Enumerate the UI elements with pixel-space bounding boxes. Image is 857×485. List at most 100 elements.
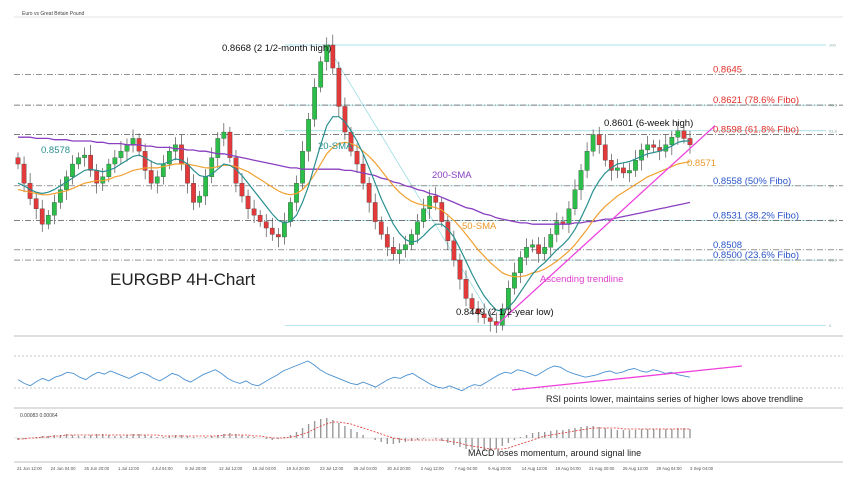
candle-up	[118, 151, 124, 158]
fibo-diagonal	[326, 44, 497, 326]
candle-down	[366, 183, 372, 203]
macd-indicator: MACD loses momentum, around signal line	[14, 418, 691, 458]
chart-labels: 0.8668 (2 1/2-month high) 0.8601 (6-week …	[41, 43, 716, 318]
candle-up	[82, 154, 87, 158]
candle-up	[312, 87, 317, 120]
candle-down	[233, 157, 239, 184]
price-level-label: 0.8645	[713, 64, 742, 75]
x-tick-label: 16 Jul 04:00	[253, 466, 277, 471]
chart-title: EURGBP 4H-Chart	[110, 270, 255, 289]
candle-down	[239, 183, 245, 197]
candle-down	[227, 131, 233, 158]
macd-signal-line	[18, 421, 690, 450]
candle-up	[70, 163, 75, 177]
chart-annotation: 0.8571	[687, 158, 716, 169]
candle-down	[602, 144, 608, 161]
candle-down	[372, 202, 378, 222]
x-tick-label: 4 Jul 04:00	[152, 466, 174, 471]
candle-down	[433, 195, 439, 203]
candle-down	[88, 154, 93, 171]
candle-down	[142, 151, 148, 171]
candle-down	[148, 170, 154, 184]
candle-up	[530, 244, 535, 248]
candle-up	[566, 208, 572, 225]
x-tick-label: 14 Aug 12:00	[522, 466, 548, 471]
candle-down	[39, 208, 45, 225]
candle-up	[415, 221, 420, 235]
candle-down	[257, 215, 263, 222]
candle-down	[348, 131, 354, 152]
chart-annotation: Ascending trendline	[540, 274, 623, 285]
rsi-indicator: RSI points lower, maintains series of hi…	[14, 355, 843, 404]
x-tick-label: 8 Jul 20:00	[185, 466, 207, 471]
candle-up	[124, 144, 130, 152]
candle-up	[615, 167, 620, 171]
candle-down	[185, 163, 190, 184]
candle-down	[342, 106, 348, 133]
candle-down	[457, 259, 463, 280]
rsi-trendline	[511, 365, 743, 391]
candle-up	[542, 247, 548, 254]
candle-up	[167, 151, 172, 165]
candle-down	[681, 130, 687, 139]
candle-up	[572, 189, 578, 209]
ascending-trendline	[495, 125, 716, 326]
fibo-grid-tag: 61.8	[829, 128, 838, 133]
candle-up	[397, 249, 402, 254]
candle-up	[306, 119, 311, 152]
candle-down	[469, 298, 475, 309]
x-tick-label: 19 Jul 20:00	[286, 466, 310, 471]
candle-down	[451, 240, 457, 261]
price-level-label: 0.8508	[713, 240, 742, 251]
candle-up	[518, 257, 523, 273]
candle-up	[45, 215, 51, 225]
candle-up	[524, 247, 529, 258]
candle-down	[33, 198, 39, 209]
candle-up	[512, 272, 517, 289]
candle-up	[197, 195, 202, 203]
candle-up	[58, 189, 63, 203]
candle-down	[251, 208, 257, 216]
sma20-line	[17, 116, 690, 312]
candle-up	[548, 234, 554, 248]
chart-annotation: 0.8578	[41, 145, 70, 156]
price-level-label: 0.8558 (50% Fibo)	[713, 176, 791, 187]
candle-up	[318, 61, 324, 88]
candle-up	[627, 170, 632, 174]
price-level-label: 0.8531 (38.2% Fibo)	[713, 210, 799, 221]
x-axis-tick-labels: 21 Jun 12:00 24 Jun 04:00 26 Jun 20:00 1 Ju…	[17, 466, 714, 471]
candle-down	[354, 151, 360, 165]
x-tick-label: 7 Aug 04:00	[454, 466, 478, 471]
candle-down	[263, 221, 269, 229]
x-tick-label: 9 Aug 20:00	[488, 466, 512, 471]
chart-annotation: 200-SMA	[432, 170, 472, 181]
candle-down	[275, 234, 281, 238]
chart-annotation: 0.8668 (2 1/2-month high)	[222, 43, 331, 54]
x-tick-label: 12 Jul 12:00	[219, 466, 243, 471]
candle-up	[112, 157, 118, 165]
candle-down	[336, 67, 342, 107]
candle-up	[51, 202, 57, 216]
moving-averages	[17, 116, 691, 312]
chart-annotation: 20-SMA	[318, 141, 353, 152]
candle-down	[15, 157, 21, 165]
candle-down	[651, 144, 657, 148]
candle-up	[675, 130, 681, 138]
x-tick-label: 24 Jun 04:00	[51, 466, 76, 471]
candle-down	[191, 183, 196, 203]
candle-up	[590, 134, 596, 152]
candle-down	[481, 313, 487, 318]
candle-down	[475, 308, 481, 314]
candle-up	[324, 44, 330, 62]
price-level-label: 0.8500 (23.6% Fibo)	[713, 250, 799, 261]
x-tick-label: 19 Aug 04:00	[555, 466, 581, 471]
sma50-line	[17, 141, 691, 278]
candle-up	[584, 151, 590, 171]
candle-up	[633, 160, 638, 171]
x-tick-label: 30 Jul 20:00	[387, 466, 411, 471]
chart-annotation: 0.8449 (2 1/2-year low)	[456, 307, 554, 318]
candle-down	[463, 279, 469, 299]
rsi-caption: RSI points lower, maintains series of hi…	[546, 394, 803, 404]
candle-down	[21, 163, 27, 184]
